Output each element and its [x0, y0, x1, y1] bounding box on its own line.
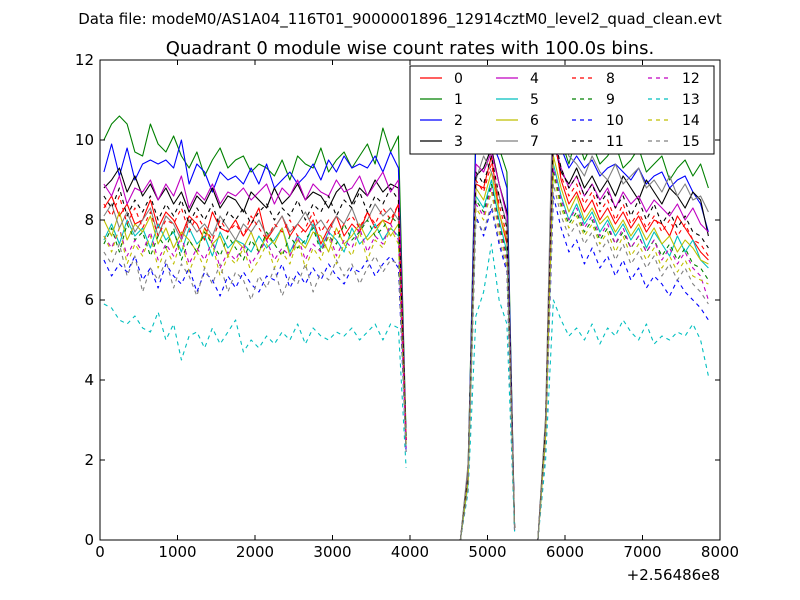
series-15-line-seg-0	[103, 243, 407, 453]
series-15-line-seg-2	[537, 183, 709, 541]
series-3-line-seg-2	[537, 139, 709, 541]
series-13-line-seg-0	[103, 303, 407, 469]
y-tick-label-10: 10	[75, 131, 94, 149]
y-tick-label-12: 12	[75, 51, 94, 69]
legend-label-12: 12	[682, 71, 700, 87]
legend-label-1: 1	[454, 92, 463, 108]
series-12-line-seg-2	[537, 167, 709, 541]
legend-label-4: 4	[530, 71, 539, 87]
series-9-line-seg-2	[537, 171, 709, 541]
series-14-line-seg-2	[537, 175, 709, 541]
series-14-line-seg-0	[103, 227, 407, 449]
legend-label-9: 9	[606, 92, 615, 108]
legend-box	[409, 65, 715, 155]
series-5-line-seg-0	[103, 219, 407, 449]
series-8-line-seg-0	[103, 195, 407, 441]
series-0-line-seg-0	[103, 195, 407, 441]
legend-label-0: 0	[454, 71, 463, 87]
legend-label-5: 5	[530, 92, 539, 108]
data-file-suptitle: Data file: modeM0/AS1A04_116T01_90000018…	[78, 10, 722, 29]
series-9-line-seg-0	[103, 215, 407, 445]
series-10-line-seg-2	[537, 195, 709, 541]
series-14-line-seg-1	[459, 191, 516, 541]
y-tick-label-8: 8	[84, 211, 94, 229]
legend-label-10: 10	[606, 113, 624, 129]
series-13-line-seg-2	[537, 299, 709, 541]
y-tick-label-4: 4	[84, 371, 94, 389]
x-tick-label-0: 0	[95, 543, 105, 561]
chart-title: Quadrant 0 module wise count rates with …	[166, 38, 655, 59]
x-tick-label-3000: 3000	[313, 543, 351, 561]
axes-layer: 0 1000 2000 3000 4000 5000 6000 7000 80000246810…	[75, 51, 739, 561]
series-1-line-seg-0	[103, 115, 407, 437]
x-offset-label: +2.56486e8	[627, 566, 720, 584]
x-tick-label-7000: 7000	[623, 543, 661, 561]
series-15-line-seg-1	[459, 203, 516, 541]
series-layer	[103, 71, 709, 541]
series-2-line-seg-0	[103, 139, 407, 441]
series-12-line-seg-0	[103, 223, 407, 449]
x-tick-label-1000: 1000	[158, 543, 196, 561]
legend-label-15: 15	[682, 134, 700, 150]
x-tick-label-2000: 2000	[236, 543, 274, 561]
series-10-line-seg-0	[103, 255, 407, 453]
series-12-line-seg-1	[459, 187, 516, 541]
series-7-line-seg-0	[103, 203, 407, 437]
series-9-line-seg-1	[459, 183, 516, 541]
series-13-line-seg-1	[459, 243, 516, 541]
series-6-line-seg-0	[103, 211, 407, 445]
series-8-line-seg-2	[537, 135, 709, 541]
legend-label-8: 8	[606, 71, 615, 87]
legend-label-13: 13	[682, 92, 700, 108]
series-6-line-seg-2	[537, 155, 709, 541]
x-tick-label-5000: 5000	[468, 543, 506, 561]
legend-label-2: 2	[454, 113, 463, 129]
y-tick-label-0: 0	[84, 531, 94, 549]
series-0-line-seg-2	[537, 127, 709, 541]
legend-label-14: 14	[682, 113, 700, 129]
legend-label-6: 6	[530, 113, 539, 129]
y-tick-label-2: 2	[84, 451, 94, 469]
legend-label-11: 11	[606, 134, 624, 150]
x-tick-label-4000: 4000	[391, 543, 429, 561]
legend-label-3: 3	[454, 134, 463, 150]
series-11-line-seg-2	[537, 131, 709, 541]
series-8-line-seg-1	[459, 163, 516, 541]
y-tick-label-6: 6	[84, 291, 94, 309]
x-tick-label-6000: 6000	[546, 543, 584, 561]
legend-label-7: 7	[530, 134, 539, 150]
series-4-line-seg-0	[103, 171, 407, 441]
series-1-line-seg-2	[537, 115, 709, 541]
series-4-line-seg-2	[537, 139, 709, 541]
x-tick-label-8000: 8000	[701, 543, 739, 561]
series-2-line-seg-2	[537, 119, 709, 541]
